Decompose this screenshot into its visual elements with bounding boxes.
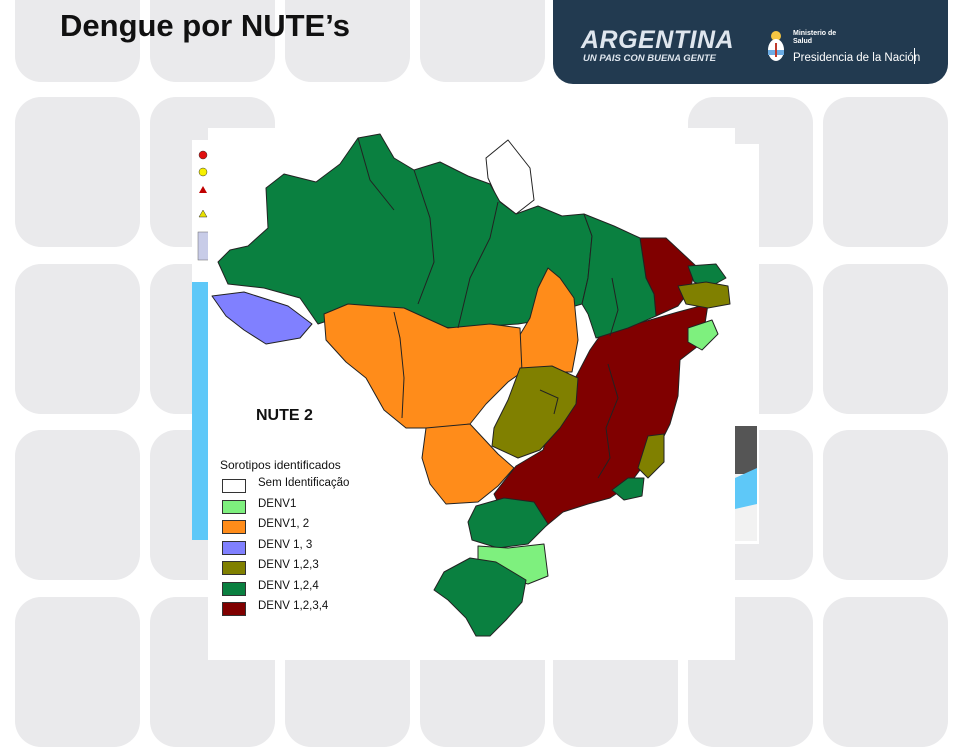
legend-swatch bbox=[222, 581, 246, 596]
legend-swatch bbox=[222, 602, 246, 616]
region-goias bbox=[491, 365, 579, 459]
legend-label: DENV1 bbox=[258, 497, 297, 510]
brazil-map-shape bbox=[211, 133, 731, 637]
slide-title: Dengue por NUTE’s bbox=[60, 8, 350, 43]
legend-label: DENV 1,2,4 bbox=[258, 579, 319, 592]
legend-label: DENV 1,2,3 bbox=[258, 559, 319, 571]
brand-slogan: UN PAIS CON BUENA GENTE bbox=[583, 53, 717, 64]
brazil-serotype-map: NUTE 2 Sorotipos identificados Sem Ident… bbox=[208, 128, 735, 660]
legend-swatch bbox=[222, 520, 246, 534]
region-maranhao-tocantins bbox=[581, 213, 657, 339]
brand-argentina: ARGENTINA bbox=[581, 26, 735, 54]
ministry-line-2: Salud bbox=[793, 38, 813, 45]
map-legend: Sorotipos identificados Sem Identificaçã… bbox=[220, 458, 349, 620]
legend-swatch bbox=[222, 479, 246, 493]
legend-swatch bbox=[222, 499, 246, 514]
region-acre bbox=[211, 291, 313, 345]
legend-label: Sem Identificação bbox=[258, 477, 350, 489]
presidency-label: Presidencia de la Nación bbox=[793, 52, 921, 64]
legend-item: DENV 1,2,4 bbox=[220, 579, 341, 600]
region-alagoas-sergipe bbox=[687, 319, 719, 351]
legend-item: DENV1 bbox=[220, 497, 341, 518]
legend-item: Sem Identificação bbox=[220, 476, 349, 497]
legend-label: DENV 1,2,3,4 bbox=[258, 600, 329, 612]
legend-item: DENV1, 2 bbox=[220, 517, 341, 538]
legend-item: DENV 1,2,3,4 bbox=[220, 599, 341, 620]
presidency-divider bbox=[914, 48, 915, 64]
legend-swatch bbox=[222, 561, 246, 575]
background-panel-right bbox=[735, 144, 759, 544]
nute-region-label: NUTE 2 bbox=[256, 407, 313, 424]
legend-label: DENV 1, 3 bbox=[258, 538, 313, 551]
national-seal-icon bbox=[768, 31, 784, 61]
ministry-line-1: Ministerio de bbox=[793, 30, 837, 37]
region-pernambuco-paraiba bbox=[677, 281, 731, 309]
region-rio-de-janeiro bbox=[611, 477, 645, 501]
legend-item: DENV 1,2,3 bbox=[220, 558, 341, 579]
region-roraima bbox=[485, 139, 535, 215]
legend-swatch bbox=[222, 540, 246, 555]
region-espirito-santo bbox=[637, 433, 665, 479]
region-mato-grosso-do-sul bbox=[421, 423, 515, 505]
region-rio-grande-do-norte bbox=[687, 263, 727, 289]
legend-label: DENV1, 2 bbox=[258, 518, 310, 530]
legend-item: DENV 1, 3 bbox=[220, 538, 341, 559]
government-banner: ARGENTINA UN PAIS CON BUENA GENTE Minist… bbox=[553, 0, 948, 84]
region-mato-grosso bbox=[323, 303, 523, 429]
legend-title: Sorotipos identificados bbox=[220, 458, 341, 472]
background-panel-left bbox=[192, 140, 212, 540]
region-rio-grande-do-sul bbox=[433, 557, 527, 637]
region-parana bbox=[467, 497, 549, 549]
